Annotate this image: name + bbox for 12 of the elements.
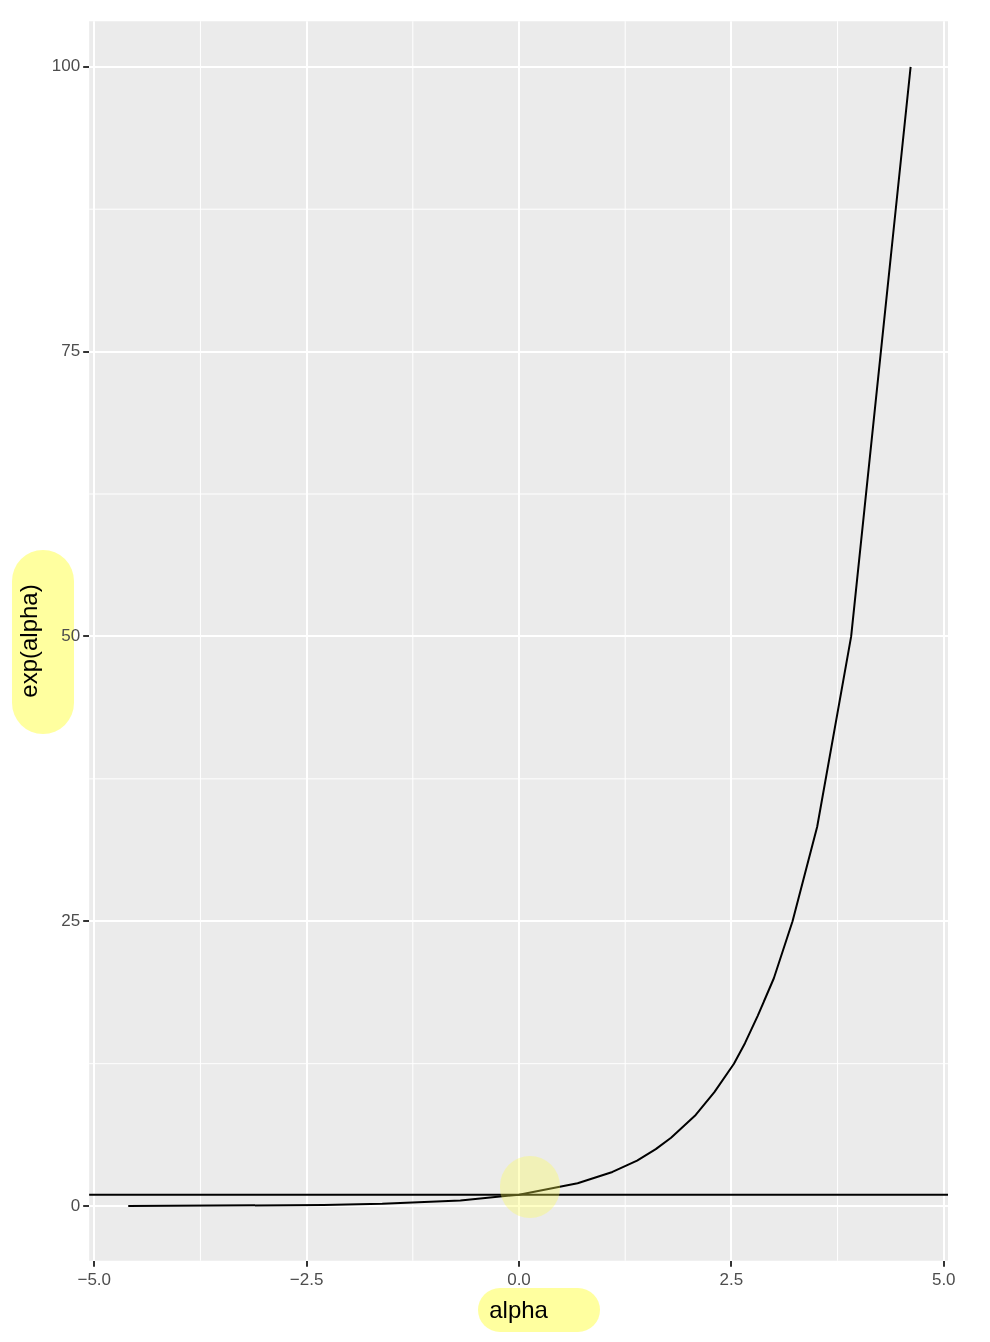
x-tick-label: 0.0: [507, 1269, 531, 1289]
x-tick-label: 2.5: [719, 1269, 744, 1289]
x-tick-label: 5.0: [931, 1269, 956, 1289]
y-tick-label: 100: [51, 56, 81, 76]
x-tick-label: −2.5: [289, 1269, 324, 1289]
y-tick-label: 50: [61, 626, 81, 646]
y-tick-label: 75: [61, 341, 81, 361]
y-axis-title: exp(alpha): [15, 584, 43, 698]
x-tick-label: −5.0: [77, 1269, 112, 1289]
y-tick-label: 0: [70, 1195, 81, 1215]
x-axis-title: alpha: [489, 1296, 549, 1324]
y-tick-label: 25: [61, 910, 81, 930]
